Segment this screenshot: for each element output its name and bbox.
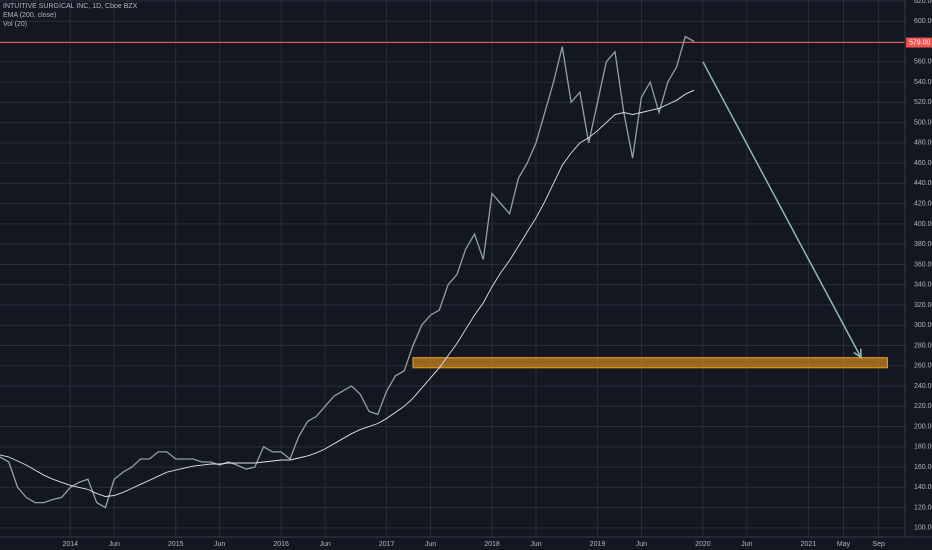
arrow-head bbox=[853, 348, 862, 360]
x-tick-label: Jun bbox=[214, 541, 225, 548]
indicator-label: Vol (20) bbox=[3, 21, 27, 28]
x-tick-label: 2015 bbox=[168, 541, 184, 548]
y-tick-label: 140.00 bbox=[914, 484, 932, 491]
y-tick-label: 220.00 bbox=[914, 403, 932, 410]
x-tick-label: 2020 bbox=[695, 541, 711, 548]
y-tick-label: 420.00 bbox=[914, 200, 932, 207]
y-tick-label: 340.00 bbox=[914, 282, 932, 289]
x-tick-label: Jun bbox=[109, 541, 120, 548]
x-tick-label: 2019 bbox=[590, 541, 606, 548]
last-price-label: 579.00 bbox=[909, 39, 931, 46]
x-tick-label: 2016 bbox=[273, 541, 289, 548]
x-tick-label: 2014 bbox=[63, 541, 79, 548]
y-tick-label: 180.00 bbox=[914, 444, 932, 451]
price-line bbox=[0, 35, 695, 509]
last-price-tag bbox=[906, 37, 932, 48]
y-tick-label: 520.00 bbox=[914, 99, 932, 106]
support-zone bbox=[412, 357, 888, 369]
x-tick-label: Jun bbox=[741, 541, 752, 548]
y-tick-label: 480.00 bbox=[914, 140, 932, 147]
x-tick-label: Jun bbox=[319, 541, 330, 548]
y-tick-label: 160.00 bbox=[914, 464, 932, 471]
arrow bbox=[702, 61, 862, 359]
y-tick-label: 360.00 bbox=[914, 261, 932, 268]
y-tick-label: 620.00 bbox=[914, 0, 932, 5]
x-tick-label: Jun bbox=[636, 541, 647, 548]
x-tick-label: 2021 bbox=[801, 541, 817, 548]
y-tick-label: 120.00 bbox=[914, 504, 932, 511]
y-tick-label: 560.00 bbox=[914, 59, 932, 66]
x-tick-label: Jun bbox=[530, 541, 541, 548]
x-tick-label: Jun bbox=[425, 541, 436, 548]
y-tick-label: 600.00 bbox=[914, 18, 932, 25]
chart-title: INTUITIVE SURGICAL INC, 1D, Cboe BZX bbox=[3, 3, 138, 10]
y-tick-label: 460.00 bbox=[914, 160, 932, 167]
y-tick-label: 260.00 bbox=[914, 363, 932, 370]
ema-line bbox=[0, 89, 695, 497]
x-tick-label: May bbox=[837, 541, 851, 548]
y-tick-label: 540.00 bbox=[914, 79, 932, 86]
x-tick-label: Sep bbox=[872, 541, 885, 548]
indicator-label: EMA (200, close) bbox=[3, 12, 56, 19]
y-tick-label: 200.00 bbox=[914, 423, 932, 430]
y-tick-label: 240.00 bbox=[914, 383, 932, 390]
x-tick-label: 2017 bbox=[379, 541, 395, 548]
y-tick-label: 300.00 bbox=[914, 322, 932, 329]
x-tick-label: 2018 bbox=[484, 541, 500, 548]
y-tick-label: 440.00 bbox=[914, 180, 932, 187]
y-tick-label: 280.00 bbox=[914, 342, 932, 349]
y-tick-label: 500.00 bbox=[914, 119, 932, 126]
y-tick-label: 400.00 bbox=[914, 221, 932, 228]
y-tick-label: 380.00 bbox=[914, 241, 932, 248]
y-tick-label: 100.00 bbox=[914, 525, 932, 532]
y-tick-label: 320.00 bbox=[914, 302, 932, 309]
